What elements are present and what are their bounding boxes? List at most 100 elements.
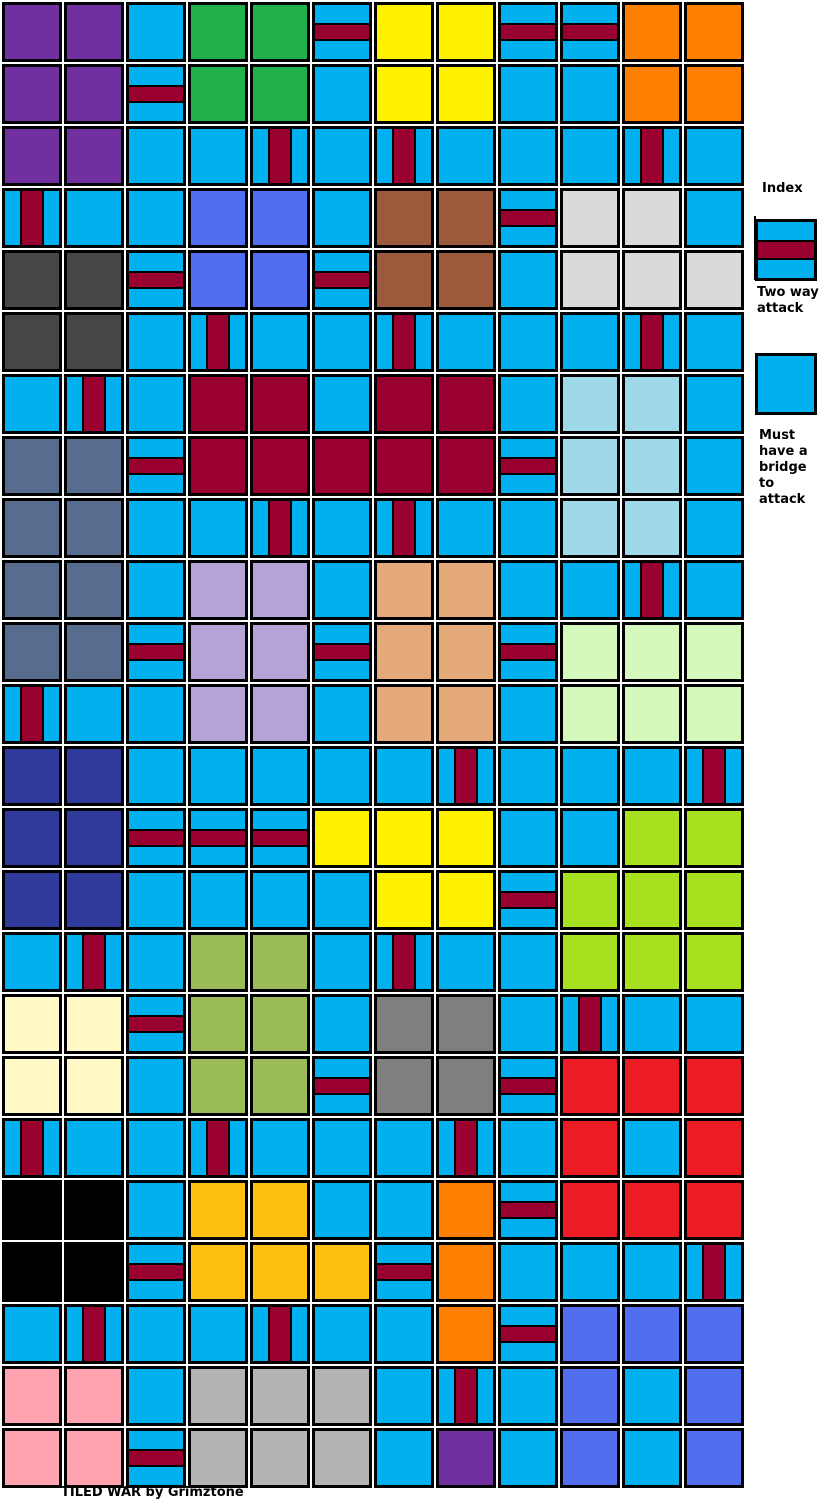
territory-tile[interactable] bbox=[622, 1056, 682, 1116]
territory-tile[interactable] bbox=[188, 64, 248, 124]
water-tile[interactable] bbox=[374, 1366, 434, 1426]
bridge-tile[interactable] bbox=[64, 374, 124, 434]
water-tile[interactable] bbox=[684, 498, 744, 558]
territory-tile[interactable] bbox=[374, 808, 434, 868]
bridge-tile[interactable] bbox=[312, 2, 372, 62]
territory-tile[interactable] bbox=[64, 64, 124, 124]
water-tile[interactable] bbox=[312, 64, 372, 124]
bridge-tile[interactable] bbox=[250, 1304, 310, 1364]
water-tile[interactable] bbox=[498, 126, 558, 186]
bridge-tile[interactable] bbox=[64, 932, 124, 992]
territory-tile[interactable] bbox=[560, 932, 620, 992]
water-tile[interactable] bbox=[498, 808, 558, 868]
territory-tile[interactable] bbox=[2, 64, 62, 124]
bridge-tile[interactable] bbox=[126, 436, 186, 496]
water-tile[interactable] bbox=[560, 560, 620, 620]
territory-tile[interactable] bbox=[436, 436, 496, 496]
water-tile[interactable] bbox=[498, 684, 558, 744]
territory-tile[interactable] bbox=[622, 2, 682, 62]
territory-tile[interactable] bbox=[560, 1180, 620, 1240]
water-tile[interactable] bbox=[126, 188, 186, 248]
territory-tile[interactable] bbox=[436, 64, 496, 124]
bridge-tile[interactable] bbox=[374, 126, 434, 186]
water-tile[interactable] bbox=[498, 746, 558, 806]
territory-tile[interactable] bbox=[684, 1304, 744, 1364]
territory-tile[interactable] bbox=[684, 250, 744, 310]
water-tile[interactable] bbox=[126, 684, 186, 744]
territory-tile[interactable] bbox=[560, 498, 620, 558]
water-tile[interactable] bbox=[126, 870, 186, 930]
bridge-tile[interactable] bbox=[684, 746, 744, 806]
territory-tile[interactable] bbox=[64, 870, 124, 930]
water-tile[interactable] bbox=[436, 312, 496, 372]
territory-tile[interactable] bbox=[436, 250, 496, 310]
water-tile[interactable] bbox=[684, 126, 744, 186]
bridge-tile[interactable] bbox=[498, 188, 558, 248]
water-tile[interactable] bbox=[498, 1242, 558, 1302]
water-tile[interactable] bbox=[250, 312, 310, 372]
water-tile[interactable] bbox=[622, 1366, 682, 1426]
water-tile[interactable] bbox=[622, 1118, 682, 1178]
territory-tile[interactable] bbox=[64, 1366, 124, 1426]
water-tile[interactable] bbox=[188, 870, 248, 930]
bridge-tile[interactable] bbox=[126, 64, 186, 124]
territory-tile[interactable] bbox=[250, 994, 310, 1054]
territory-tile[interactable] bbox=[436, 870, 496, 930]
territory-tile[interactable] bbox=[684, 932, 744, 992]
territory-tile[interactable] bbox=[64, 126, 124, 186]
territory-tile[interactable] bbox=[64, 312, 124, 372]
water-tile[interactable] bbox=[312, 498, 372, 558]
territory-tile[interactable] bbox=[188, 374, 248, 434]
territory-tile[interactable] bbox=[188, 250, 248, 310]
territory-tile[interactable] bbox=[622, 250, 682, 310]
territory-tile[interactable] bbox=[188, 684, 248, 744]
water-tile[interactable] bbox=[498, 64, 558, 124]
water-tile[interactable] bbox=[374, 1304, 434, 1364]
water-tile[interactable] bbox=[560, 126, 620, 186]
water-tile[interactable] bbox=[622, 746, 682, 806]
territory-tile[interactable] bbox=[2, 1056, 62, 1116]
territory-tile[interactable] bbox=[436, 560, 496, 620]
water-tile[interactable] bbox=[126, 1304, 186, 1364]
water-tile[interactable] bbox=[188, 126, 248, 186]
territory-tile[interactable] bbox=[2, 436, 62, 496]
territory-tile[interactable] bbox=[188, 622, 248, 682]
water-tile[interactable] bbox=[684, 560, 744, 620]
territory-tile[interactable] bbox=[64, 994, 124, 1054]
territory-tile[interactable] bbox=[250, 2, 310, 62]
territory-tile[interactable] bbox=[684, 870, 744, 930]
bridge-tile[interactable] bbox=[498, 622, 558, 682]
water-tile[interactable] bbox=[560, 1242, 620, 1302]
territory-tile[interactable] bbox=[560, 622, 620, 682]
bridge-tile[interactable] bbox=[2, 188, 62, 248]
water-tile[interactable] bbox=[126, 1366, 186, 1426]
bridge-tile[interactable] bbox=[498, 1180, 558, 1240]
bridge-tile[interactable] bbox=[684, 1242, 744, 1302]
water-tile[interactable] bbox=[312, 870, 372, 930]
territory-tile[interactable] bbox=[250, 1242, 310, 1302]
bridge-tile[interactable] bbox=[374, 1242, 434, 1302]
territory-tile[interactable] bbox=[64, 1180, 124, 1240]
territory-tile[interactable] bbox=[374, 622, 434, 682]
water-tile[interactable] bbox=[126, 126, 186, 186]
territory-tile[interactable] bbox=[64, 1428, 124, 1488]
water-tile[interactable] bbox=[374, 1180, 434, 1240]
territory-tile[interactable] bbox=[622, 1304, 682, 1364]
territory-tile[interactable] bbox=[2, 870, 62, 930]
territory-tile[interactable] bbox=[2, 808, 62, 868]
bridge-tile[interactable] bbox=[188, 312, 248, 372]
bridge-tile[interactable] bbox=[126, 994, 186, 1054]
territory-tile[interactable] bbox=[436, 994, 496, 1054]
territory-tile[interactable] bbox=[374, 994, 434, 1054]
water-tile[interactable] bbox=[126, 498, 186, 558]
water-tile[interactable] bbox=[498, 1428, 558, 1488]
territory-tile[interactable] bbox=[622, 188, 682, 248]
territory-tile[interactable] bbox=[436, 1056, 496, 1116]
territory-tile[interactable] bbox=[684, 1180, 744, 1240]
territory-tile[interactable] bbox=[188, 932, 248, 992]
territory-tile[interactable] bbox=[436, 374, 496, 434]
territory-tile[interactable] bbox=[684, 1366, 744, 1426]
bridge-tile[interactable] bbox=[498, 870, 558, 930]
territory-tile[interactable] bbox=[250, 188, 310, 248]
water-tile[interactable] bbox=[64, 684, 124, 744]
